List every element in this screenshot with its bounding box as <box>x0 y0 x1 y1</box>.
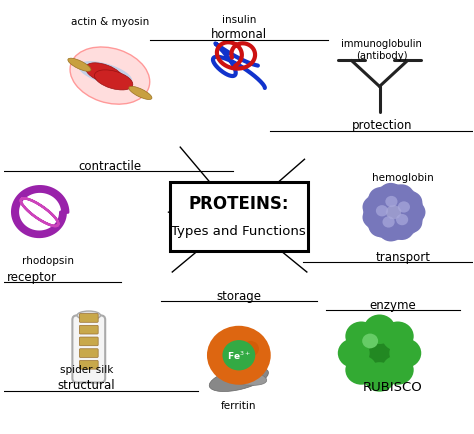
Circle shape <box>363 196 387 219</box>
FancyBboxPatch shape <box>73 316 105 383</box>
Text: transport: transport <box>375 250 430 263</box>
Text: immunoglobulin: immunoglobulin <box>341 39 422 49</box>
Circle shape <box>398 202 410 213</box>
Ellipse shape <box>70 48 150 105</box>
Text: actin & myosin: actin & myosin <box>71 17 149 27</box>
Circle shape <box>362 334 378 349</box>
Text: hormonal: hormonal <box>211 28 267 41</box>
Circle shape <box>207 326 271 385</box>
Ellipse shape <box>77 311 100 320</box>
Circle shape <box>385 197 398 207</box>
Circle shape <box>346 323 412 384</box>
Circle shape <box>390 218 414 240</box>
Circle shape <box>398 211 422 234</box>
Ellipse shape <box>68 59 91 72</box>
Circle shape <box>364 362 395 392</box>
Text: spider silk: spider silk <box>60 364 113 374</box>
Circle shape <box>382 355 414 385</box>
Ellipse shape <box>78 62 132 86</box>
Text: RUBISCO: RUBISCO <box>363 380 422 393</box>
Text: PROTEINS:: PROTEINS: <box>189 195 289 213</box>
Ellipse shape <box>220 369 267 385</box>
Text: protection: protection <box>352 119 412 132</box>
Circle shape <box>376 206 388 217</box>
Circle shape <box>363 207 387 229</box>
Circle shape <box>346 322 377 351</box>
Text: receptor: receptor <box>7 270 56 283</box>
Circle shape <box>338 339 370 368</box>
FancyBboxPatch shape <box>170 183 308 251</box>
Circle shape <box>379 220 403 242</box>
Circle shape <box>398 191 422 214</box>
FancyBboxPatch shape <box>80 337 98 346</box>
Text: contractile: contractile <box>78 159 141 172</box>
Ellipse shape <box>85 64 123 85</box>
Circle shape <box>379 184 403 206</box>
Text: Types and Functions: Types and Functions <box>172 224 306 237</box>
Circle shape <box>389 339 421 368</box>
Text: Fe$^{3+}$: Fe$^{3+}$ <box>227 349 251 362</box>
FancyBboxPatch shape <box>80 349 98 358</box>
Circle shape <box>368 215 393 238</box>
Text: enzyme: enzyme <box>369 298 416 311</box>
Circle shape <box>390 185 414 207</box>
Circle shape <box>368 187 393 210</box>
Ellipse shape <box>94 71 133 91</box>
FancyBboxPatch shape <box>80 361 98 369</box>
Text: ferritin: ferritin <box>221 400 256 410</box>
Circle shape <box>364 315 395 344</box>
Circle shape <box>346 355 377 385</box>
FancyBboxPatch shape <box>80 314 98 322</box>
Text: rhodopsin: rhodopsin <box>21 255 73 265</box>
Circle shape <box>383 217 395 228</box>
Circle shape <box>396 214 408 226</box>
Ellipse shape <box>209 367 268 391</box>
Text: hemoglobin: hemoglobin <box>372 173 434 183</box>
Circle shape <box>363 184 424 241</box>
Text: insulin: insulin <box>222 15 256 25</box>
Circle shape <box>401 201 426 224</box>
Circle shape <box>222 340 255 371</box>
Text: structural: structural <box>58 378 115 391</box>
FancyBboxPatch shape <box>80 326 98 334</box>
Circle shape <box>382 322 414 351</box>
Text: (antibody): (antibody) <box>356 51 408 61</box>
Text: storage: storage <box>216 289 261 302</box>
Circle shape <box>242 341 259 357</box>
Ellipse shape <box>129 87 152 100</box>
